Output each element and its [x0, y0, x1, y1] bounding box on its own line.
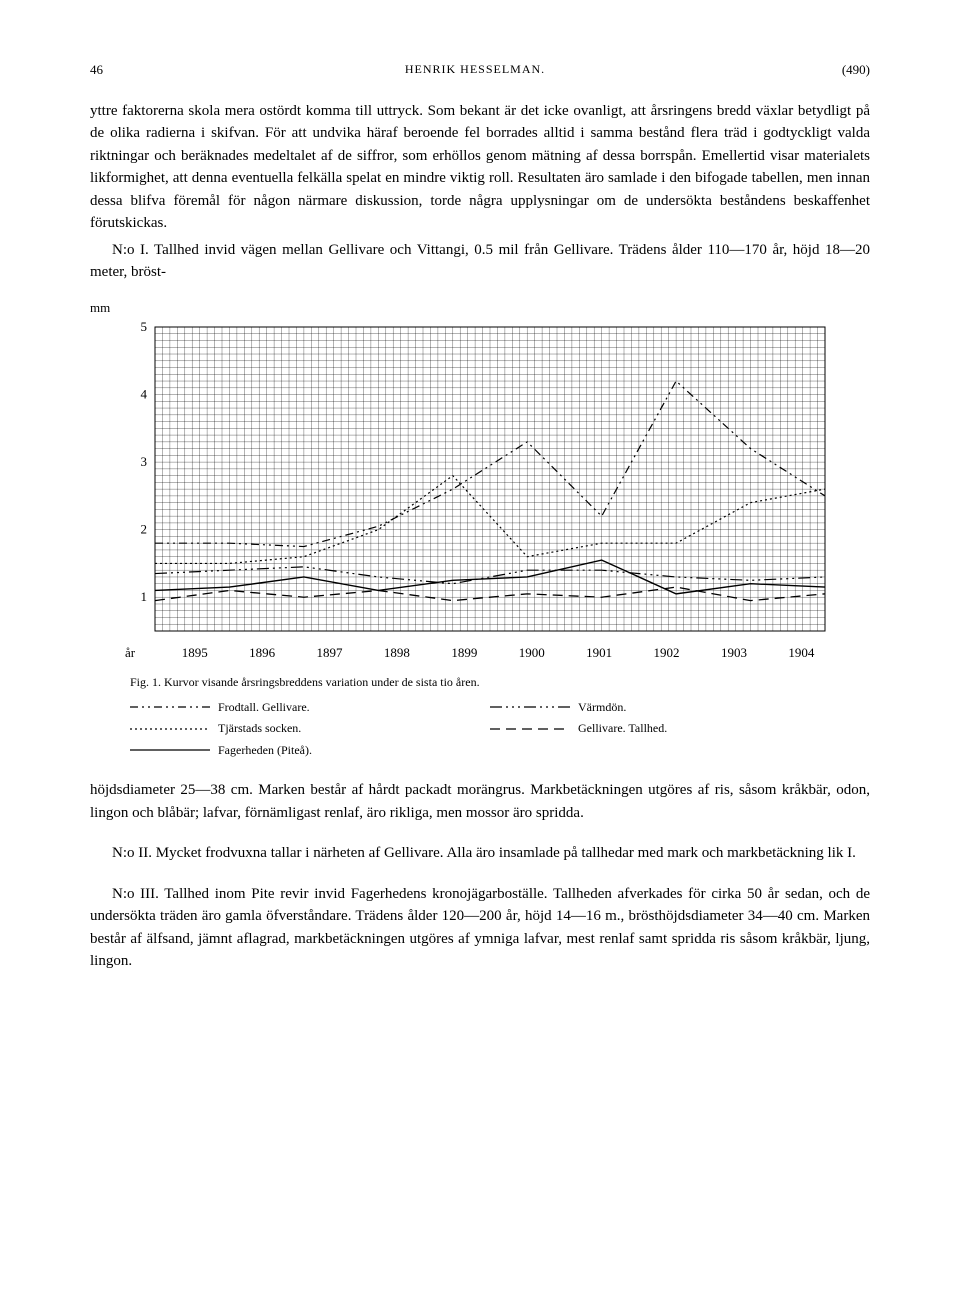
page-number-right: (490) [820, 60, 870, 80]
legend-label: Frodtall. Gellivare. [218, 697, 310, 719]
y-axis-unit-label: mm [90, 298, 870, 318]
x-tick-label: 1898 [363, 643, 430, 663]
x-tick-label: 1903 [700, 643, 767, 663]
legend-row: Frodtall. Gellivare. Värmdön. [130, 697, 870, 719]
page-header: 46 HENRIK HESSELMAN. (490) [90, 60, 870, 80]
x-tick-label: 1900 [498, 643, 565, 663]
chart-legend: Frodtall. Gellivare.Värmdön.Tjärstads so… [130, 697, 870, 762]
svg-text:2: 2 [141, 522, 148, 537]
figure-caption: Fig. 1. Kurvor visande årsringsbreddens … [130, 673, 870, 691]
legend-label: Värmdön. [578, 697, 626, 719]
x-tick-label: 1897 [296, 643, 363, 663]
x-tick-label: 1902 [633, 643, 700, 663]
x-tick-label: 1901 [565, 643, 632, 663]
svg-text:5: 5 [141, 319, 148, 334]
legend-item: Värmdön. [490, 697, 850, 719]
paragraph-1: yttre faktorerna skola mera ostördt komm… [90, 100, 870, 235]
x-tick-label: 1904 [768, 643, 835, 663]
page-number-left: 46 [90, 60, 130, 80]
x-tick-label: 1899 [431, 643, 498, 663]
legend-swatch [130, 702, 210, 712]
x-axis-labels: år18951896189718981899190019011902190319… [125, 643, 835, 663]
paragraph-5: N:o III. Tallhed inom Pite revir invid F… [90, 883, 870, 973]
legend-item: Tjärstads socken. [130, 718, 490, 740]
legend-item: Fagerheden (Piteå). [130, 740, 490, 762]
paragraph-4: N:o II. Mycket frodvuxna tallar i närhet… [90, 842, 870, 865]
legend-swatch [130, 745, 210, 755]
author-name: HENRIK HESSELMAN. [130, 60, 820, 80]
svg-text:3: 3 [141, 454, 148, 469]
legend-swatch [490, 702, 570, 712]
legend-swatch [130, 724, 210, 734]
svg-text:1: 1 [141, 589, 148, 604]
legend-swatch [490, 724, 570, 734]
x-axis-prefix: år [125, 643, 161, 663]
legend-row: Tjärstads socken. Gellivare. Tallhed. [130, 718, 870, 740]
paragraph-2: N:o I. Tallhed invid vägen mellan Gelliv… [90, 239, 870, 284]
legend-label: Fagerheden (Piteå). [218, 740, 312, 762]
legend-label: Tjärstads socken. [218, 718, 301, 740]
paragraph-3: höjdsdiameter 25—38 cm. Marken består af… [90, 779, 870, 824]
legend-label: Gellivare. Tallhed. [578, 718, 667, 740]
legend-row: Fagerheden (Piteå). [130, 740, 870, 762]
chart-svg: 1 2 3 4 5 [125, 319, 835, 639]
line-chart: 1 2 3 4 5 [125, 319, 835, 639]
x-tick-label: 1895 [161, 643, 228, 663]
legend-item: Gellivare. Tallhed. [490, 718, 850, 740]
x-tick-label: 1896 [228, 643, 295, 663]
svg-text:4: 4 [141, 387, 148, 402]
legend-item: Frodtall. Gellivare. [130, 697, 490, 719]
